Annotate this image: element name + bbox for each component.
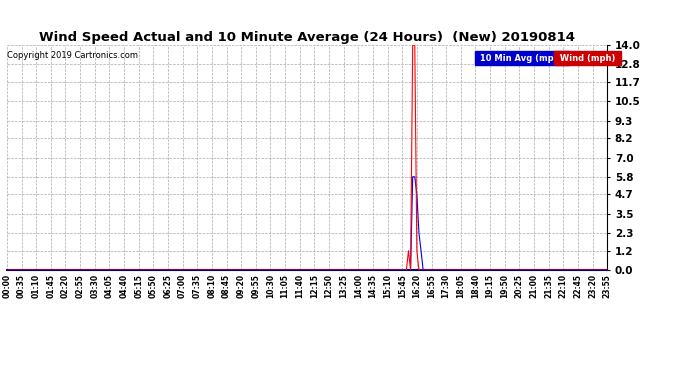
Title: Wind Speed Actual and 10 Minute Average (24 Hours)  (New) 20190814: Wind Speed Actual and 10 Minute Average … <box>39 31 575 44</box>
Text: Wind (mph): Wind (mph) <box>557 54 618 63</box>
Text: 10 Min Avg (mph): 10 Min Avg (mph) <box>477 54 567 63</box>
Text: Copyright 2019 Cartronics.com: Copyright 2019 Cartronics.com <box>7 51 138 60</box>
